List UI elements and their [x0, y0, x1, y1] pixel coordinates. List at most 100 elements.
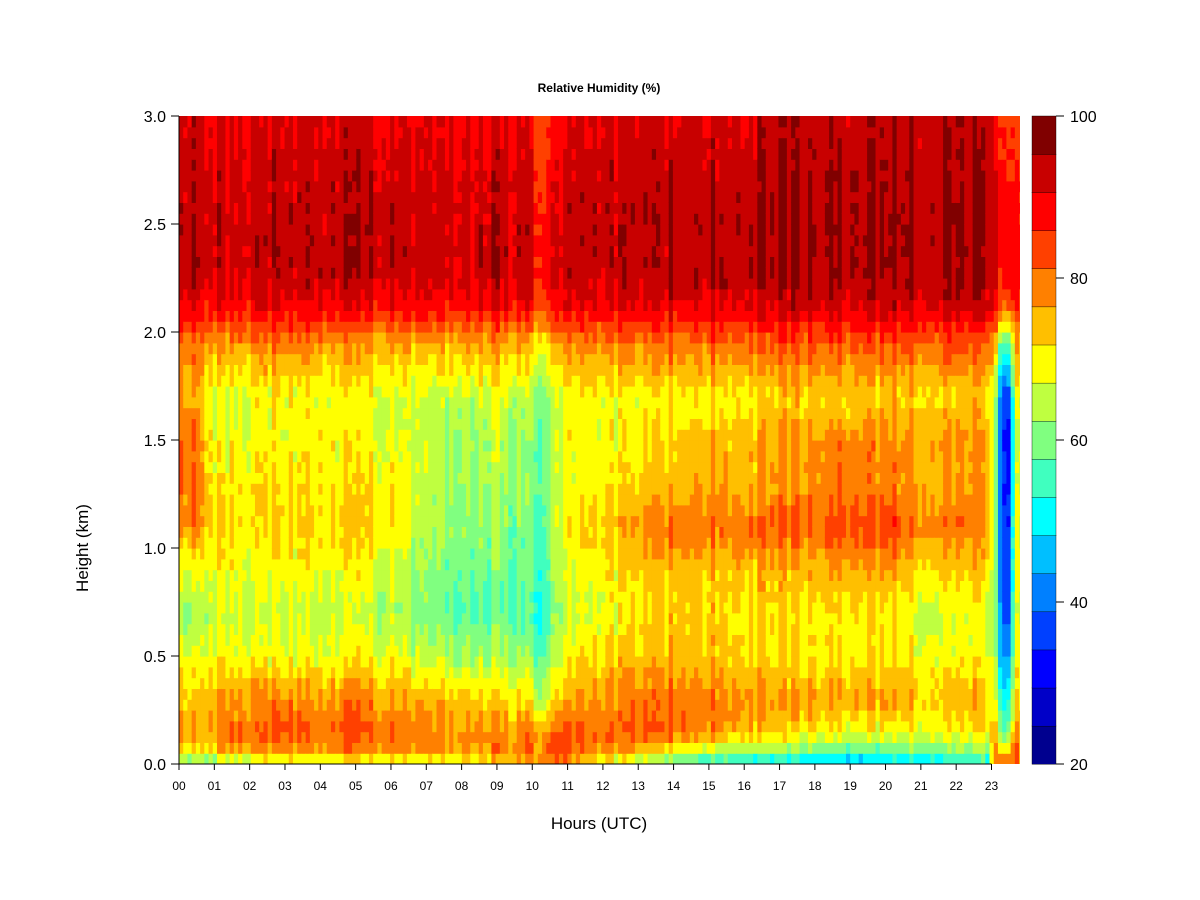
heatmap-cell	[216, 580, 222, 592]
heatmap-cell	[195, 558, 201, 571]
heatmap-cell	[204, 170, 210, 182]
heatmap-cell	[394, 440, 400, 452]
heatmap-cell	[347, 342, 353, 355]
heatmap-cell	[504, 386, 509, 398]
heatmap-cell	[183, 418, 189, 430]
heatmap-cell	[242, 720, 248, 733]
heatmap-cell	[444, 645, 450, 657]
heatmap-cell	[495, 202, 501, 214]
heatmap-cell	[318, 148, 324, 160]
heatmap-cell	[280, 710, 286, 722]
heatmap-cell	[271, 321, 277, 333]
heatmap-cell	[440, 548, 446, 560]
heatmap-cell	[263, 170, 269, 182]
heatmap-cell	[254, 126, 260, 139]
heatmap-cell	[343, 126, 349, 139]
heatmap-cell	[183, 116, 189, 128]
heatmap-cell	[191, 429, 197, 441]
heatmap-cell	[276, 526, 281, 538]
heatmap-cell	[225, 386, 231, 398]
heatmap-cell	[276, 753, 281, 764]
heatmap-cell	[356, 483, 362, 495]
heatmap-cell	[343, 342, 349, 355]
heatmap-cell	[440, 710, 446, 722]
heatmap-cell	[415, 116, 421, 128]
heatmap-cell	[406, 191, 412, 203]
heatmap-cell	[191, 623, 197, 635]
heatmap-cell	[271, 699, 277, 711]
heatmap-cell	[297, 299, 303, 311]
heatmap-cell	[229, 288, 235, 301]
heatmap-cell	[453, 645, 459, 657]
heatmap-cell	[246, 126, 252, 139]
heatmap-cell	[343, 116, 349, 128]
heatmap-cell	[225, 515, 231, 527]
heatmap-cell	[195, 126, 201, 139]
heatmap-cell	[470, 170, 476, 182]
heatmap-cell	[377, 310, 383, 322]
chart-title: Relative Humidity (%)	[538, 81, 661, 95]
heatmap-cell	[221, 407, 227, 419]
heatmap-cell	[402, 483, 408, 495]
heatmap-cell	[326, 321, 332, 333]
heatmap-cell	[411, 148, 416, 160]
heatmap-cell	[212, 753, 218, 764]
heatmap-cell	[499, 180, 505, 193]
heatmap-cell	[444, 148, 450, 160]
heatmap-cell	[415, 159, 421, 171]
heatmap-cell	[432, 731, 438, 743]
heatmap-cell	[212, 558, 218, 571]
heatmap-cell	[292, 569, 298, 581]
heatmap-cell	[305, 742, 311, 754]
heatmap-cell	[520, 623, 526, 635]
heatmap-cell	[394, 170, 400, 182]
heatmap-cell	[352, 256, 357, 268]
heatmap-cell	[474, 375, 480, 387]
heatmap-cell	[499, 213, 505, 225]
heatmap-cell	[246, 742, 252, 754]
heatmap-cell	[360, 126, 366, 139]
heatmap-cell	[301, 526, 307, 538]
heatmap-cell	[491, 386, 497, 398]
heatmap-cell	[335, 364, 341, 376]
heatmap-cell	[238, 407, 243, 419]
heatmap-cell	[339, 278, 345, 290]
heatmap-cell	[263, 332, 269, 344]
heatmap-cell	[183, 191, 189, 203]
heatmap-cell	[504, 245, 509, 257]
heatmap-cell	[187, 699, 193, 711]
heatmap-cell	[221, 742, 227, 754]
heatmap-cell	[432, 710, 438, 722]
heatmap-cell	[512, 148, 518, 160]
heatmap-cell	[377, 494, 383, 506]
heatmap-cell	[284, 353, 290, 365]
heatmap-cell	[179, 353, 184, 365]
heatmap-cell	[495, 440, 501, 452]
heatmap-cell	[288, 720, 294, 733]
heatmap-cell	[495, 407, 501, 419]
heatmap-cell	[204, 656, 210, 668]
heatmap-cell	[254, 612, 260, 625]
heatmap-cell	[259, 353, 265, 365]
heatmap-cell	[470, 191, 476, 203]
heatmap-cell	[478, 504, 484, 517]
heatmap-cell	[444, 159, 450, 171]
heatmap-cell	[415, 731, 421, 743]
heatmap-cell	[495, 234, 501, 247]
heatmap-cell	[347, 591, 353, 603]
heatmap-cell	[449, 602, 454, 614]
heatmap-cell	[381, 645, 387, 657]
heatmap-cell	[259, 386, 265, 398]
heatmap-cell	[402, 623, 408, 635]
heatmap-cell	[436, 170, 442, 182]
heatmap-cell	[516, 483, 522, 495]
heatmap-cell	[499, 731, 505, 743]
heatmap-cell	[529, 580, 535, 592]
heatmap-cell	[309, 116, 315, 128]
heatmap-cell	[339, 375, 345, 387]
heatmap-cell	[520, 332, 526, 344]
heatmap-cell	[233, 407, 239, 419]
heatmap-cell	[373, 537, 379, 549]
heatmap-cell	[520, 245, 526, 257]
heatmap-cell	[309, 202, 315, 214]
